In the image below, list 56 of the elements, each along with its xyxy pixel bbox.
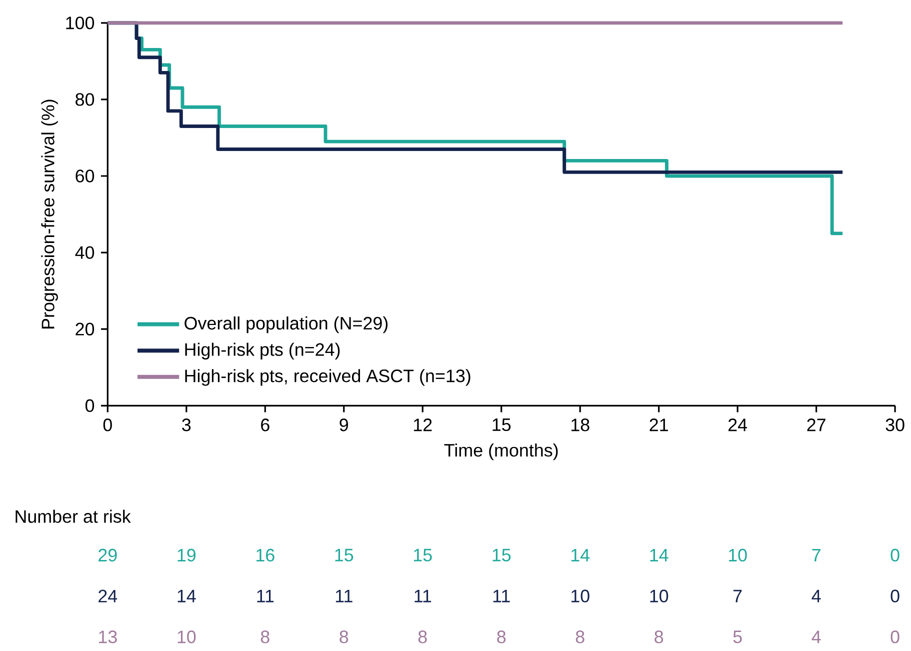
text: 10 xyxy=(728,548,747,562)
text: 7 xyxy=(812,549,820,562)
x-tick-label: 9 xyxy=(340,418,348,432)
text: 10 xyxy=(571,590,590,602)
text: 14 xyxy=(178,590,196,602)
text: 24 xyxy=(98,590,118,602)
text: 14 xyxy=(571,549,590,562)
text: 11 xyxy=(336,590,352,602)
text: 15 xyxy=(492,548,511,562)
text: 4 xyxy=(812,590,821,602)
text: 0 xyxy=(890,548,900,562)
y-axis-title: Progression-free survival (%) xyxy=(41,100,58,329)
text: 7 xyxy=(734,590,742,602)
text: 8 xyxy=(654,630,664,644)
text: 19 xyxy=(178,548,196,562)
text: 11 xyxy=(414,590,432,602)
text: 11 xyxy=(493,590,510,602)
text: Number at risk xyxy=(16,510,131,523)
text: 8 xyxy=(497,630,506,644)
text: 13 xyxy=(99,630,117,644)
text: 0 xyxy=(890,630,900,644)
text: 4 xyxy=(812,630,821,644)
x-tick-label: 15 xyxy=(492,418,511,432)
text: 11 xyxy=(257,590,274,602)
text: 8 xyxy=(576,630,584,644)
y-tick-label: 60 xyxy=(76,170,94,182)
y-tick-label: 20 xyxy=(76,322,94,336)
y-tick-label: 100 xyxy=(66,16,94,30)
y-tick-label: 80 xyxy=(76,93,94,106)
text: 8 xyxy=(340,630,348,644)
x-tick-label: 6 xyxy=(261,418,270,432)
x-tick-label: 24 xyxy=(728,418,748,432)
x-tick-label: 27 xyxy=(807,418,826,432)
x-tick-label: 21 xyxy=(650,418,668,432)
x-tick-label: 0 xyxy=(103,418,112,432)
x-tick-label: 18 xyxy=(571,418,590,432)
text: 15 xyxy=(335,548,354,562)
x-tick-label: 3 xyxy=(182,418,191,432)
text: 5 xyxy=(733,630,742,644)
x-tick-label: 30 xyxy=(886,418,904,432)
text: 8 xyxy=(418,630,427,644)
text: 15 xyxy=(414,548,432,562)
text: 10 xyxy=(650,590,668,602)
text: 14 xyxy=(650,549,668,562)
text: 8 xyxy=(260,630,270,644)
text: 0 xyxy=(890,590,900,602)
text: 29 xyxy=(98,548,117,562)
y-tick-label: 40 xyxy=(75,246,94,259)
text: 10 xyxy=(178,630,196,644)
x-axis-title: Time (months) xyxy=(444,444,558,460)
text: 16 xyxy=(256,548,274,562)
legend-label: High-risk pts (n=24) xyxy=(185,342,340,360)
y-tick-label: 0 xyxy=(85,399,94,412)
legend-label: High-risk pts, received ASCT (n=13) xyxy=(185,369,470,386)
legend-label: Overall population (N=29) xyxy=(184,316,388,334)
x-tick-label: 12 xyxy=(414,418,432,432)
